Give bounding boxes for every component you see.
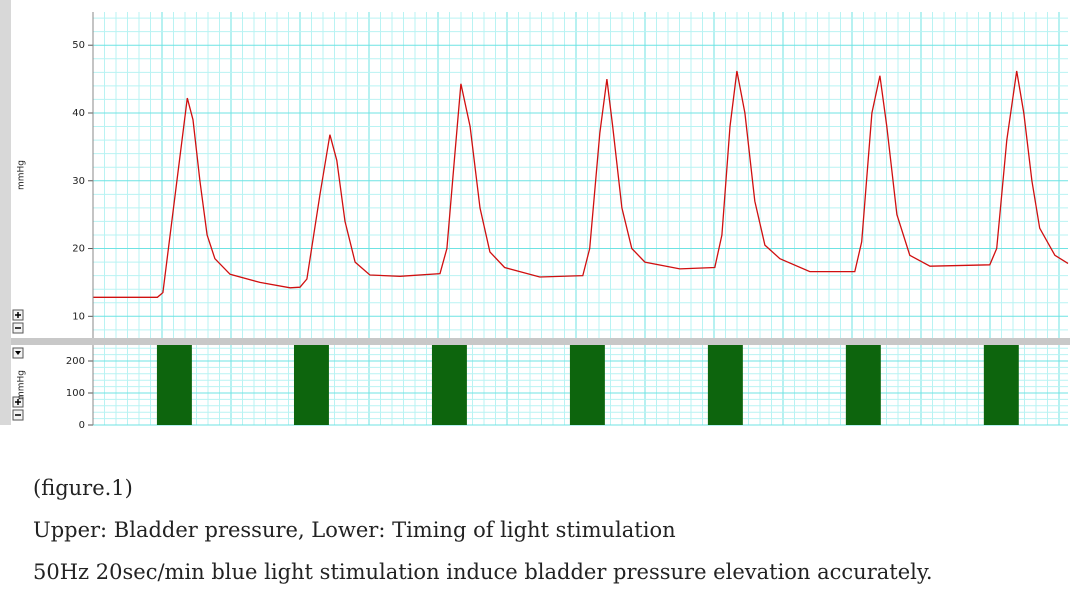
caption-line: Upper: Bladder pressure, Lower: Timing o… (33, 518, 676, 542)
side-strip (0, 0, 11, 425)
y-tick-label: 100 (66, 388, 85, 399)
plot-area (93, 12, 1068, 338)
pressure-line (93, 70, 1069, 298)
stimulation-bar (983, 345, 1019, 425)
stimulation-bar (845, 345, 881, 425)
stimulation-bar (431, 345, 467, 425)
stimulation-bar (707, 345, 743, 425)
separator (11, 338, 1070, 345)
stimulation-bar (569, 345, 605, 425)
y-tick-label: 10 (72, 311, 85, 322)
stimulation-bar (293, 345, 329, 425)
zoom-out-button[interactable] (12, 322, 24, 334)
y-axis-label: mmHg (17, 370, 27, 400)
y-tick-label: 200 (66, 356, 85, 367)
y-tick-label: 40 (72, 108, 85, 119)
y-tick-label: 30 (72, 176, 85, 187)
y-tick-label: 50 (72, 40, 85, 51)
stimulation-bar (156, 345, 192, 425)
zoom-in-button[interactable] (12, 396, 24, 408)
caption-line: 50Hz 20sec/min blue light stimulation in… (33, 560, 933, 584)
y-tick-label: 0 (79, 420, 85, 430)
caption-line: (figure.1) (33, 476, 133, 500)
zoom-out-button[interactable] (12, 409, 24, 421)
zoom-in-button[interactable] (12, 309, 24, 321)
dropdown-button[interactable] (12, 347, 24, 359)
y-axis-label: mmHg (17, 160, 27, 190)
chart: 10 20 30 40 50 mmHg 0 100 200 mmHg (0, 0, 1070, 430)
y-tick-label: 20 (72, 244, 85, 255)
